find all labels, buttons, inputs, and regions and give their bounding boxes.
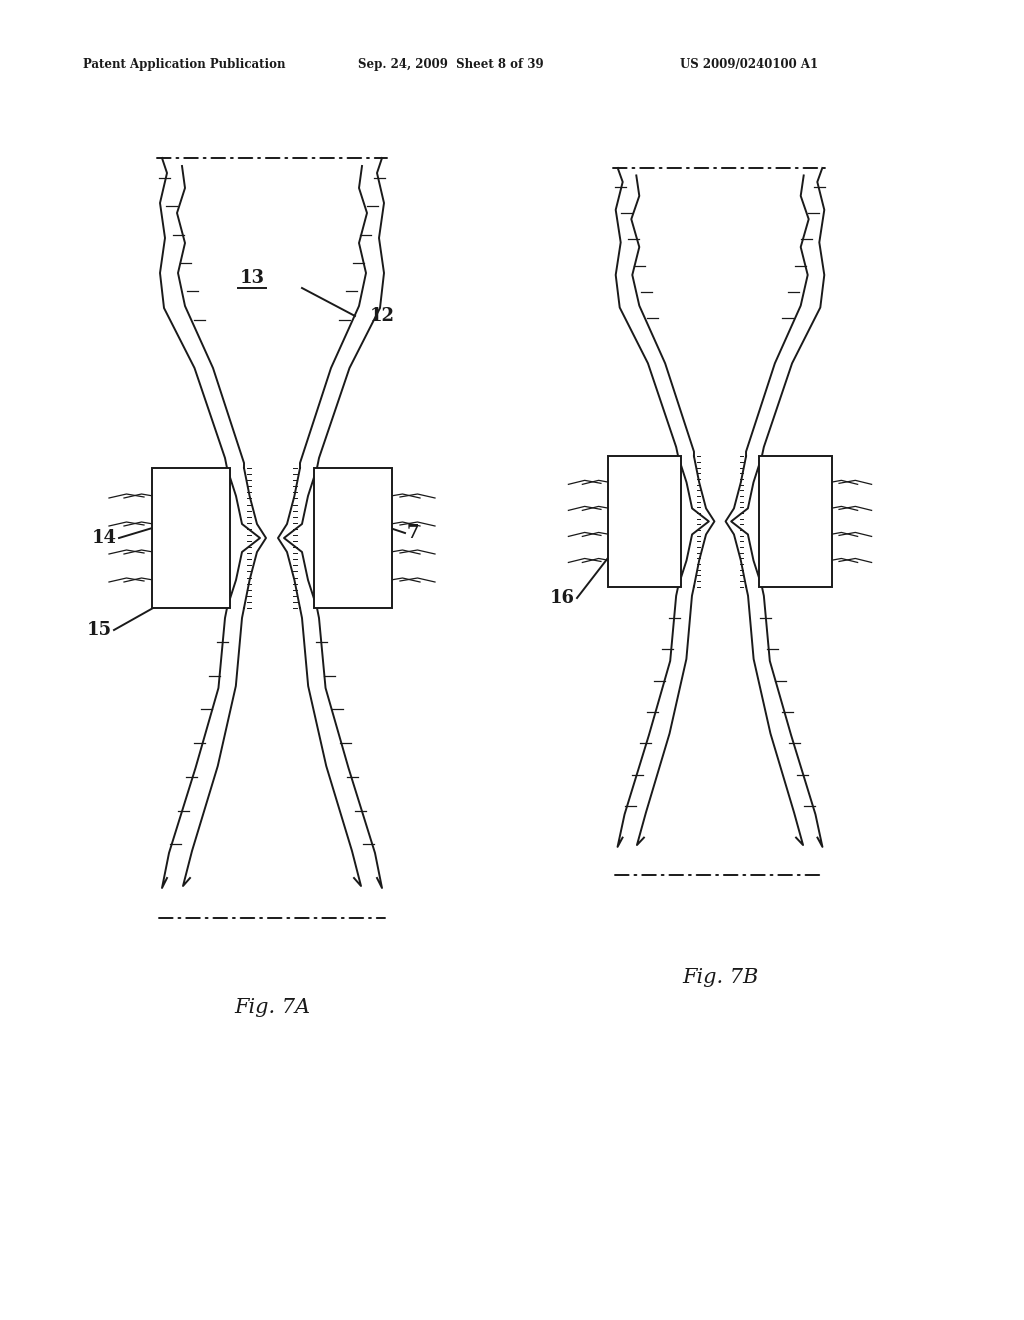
Text: 14: 14 — [92, 529, 117, 546]
Bar — [759, 457, 831, 586]
Text: Patent Application Publication: Patent Application Publication — [83, 58, 286, 71]
Text: 15: 15 — [87, 620, 112, 639]
Bar — [608, 457, 681, 586]
Text: 16: 16 — [550, 589, 575, 607]
Text: US 2009/0240100 A1: US 2009/0240100 A1 — [680, 58, 818, 71]
Text: 12: 12 — [370, 308, 395, 325]
Text: 7: 7 — [407, 524, 420, 543]
Text: Fig. 7A: Fig. 7A — [233, 998, 310, 1016]
Bar — [152, 469, 230, 609]
Text: Sep. 24, 2009  Sheet 8 of 39: Sep. 24, 2009 Sheet 8 of 39 — [358, 58, 544, 71]
Bar — [314, 469, 392, 609]
Text: 13: 13 — [240, 269, 264, 286]
Text: Fig. 7B: Fig. 7B — [682, 968, 758, 987]
